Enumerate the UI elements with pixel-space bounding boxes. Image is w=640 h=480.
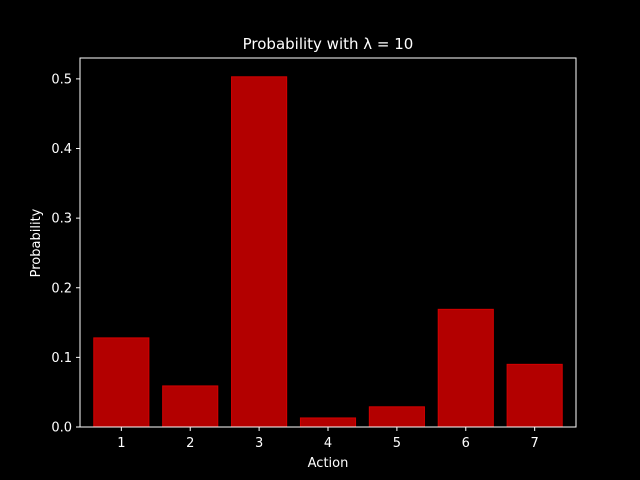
x-tick-label-5: 5 bbox=[393, 436, 401, 451]
chart-title: Probability with λ = 10 bbox=[243, 35, 414, 53]
x-ticks: 1 2 3 4 5 6 7 bbox=[117, 427, 539, 451]
y-ticks: 0.0 0.1 0.2 0.3 0.4 0.5 bbox=[51, 72, 80, 436]
bars-layer bbox=[93, 76, 563, 428]
y-tick-label-4: 0.4 bbox=[51, 142, 72, 157]
bar-2 bbox=[162, 385, 219, 428]
y-tick-label-2: 0.2 bbox=[51, 281, 72, 296]
axes-frame bbox=[79, 57, 577, 428]
bar-4 bbox=[299, 417, 357, 428]
bar-3 bbox=[231, 76, 288, 428]
bar-5 bbox=[368, 406, 425, 428]
y-axis-label: Probability bbox=[29, 208, 44, 277]
y-tick-label-5: 0.5 bbox=[51, 72, 72, 87]
x-tick-label-2: 2 bbox=[186, 436, 194, 451]
x-tick-label-6: 6 bbox=[462, 436, 470, 451]
bar-1 bbox=[93, 337, 150, 428]
x-tick-label-4: 4 bbox=[324, 436, 332, 451]
x-tick-label-1: 1 bbox=[117, 436, 125, 451]
y-tick-label-0: 0.0 bbox=[51, 421, 72, 436]
y-tick-label-3: 0.3 bbox=[51, 212, 72, 227]
y-tick-label-1: 0.1 bbox=[51, 351, 72, 366]
bar-7 bbox=[506, 363, 563, 428]
bar-6 bbox=[437, 308, 494, 428]
x-tick-label-7: 7 bbox=[531, 436, 539, 451]
x-tick-label-3: 3 bbox=[255, 436, 263, 451]
x-axis-label: Action bbox=[308, 456, 349, 471]
